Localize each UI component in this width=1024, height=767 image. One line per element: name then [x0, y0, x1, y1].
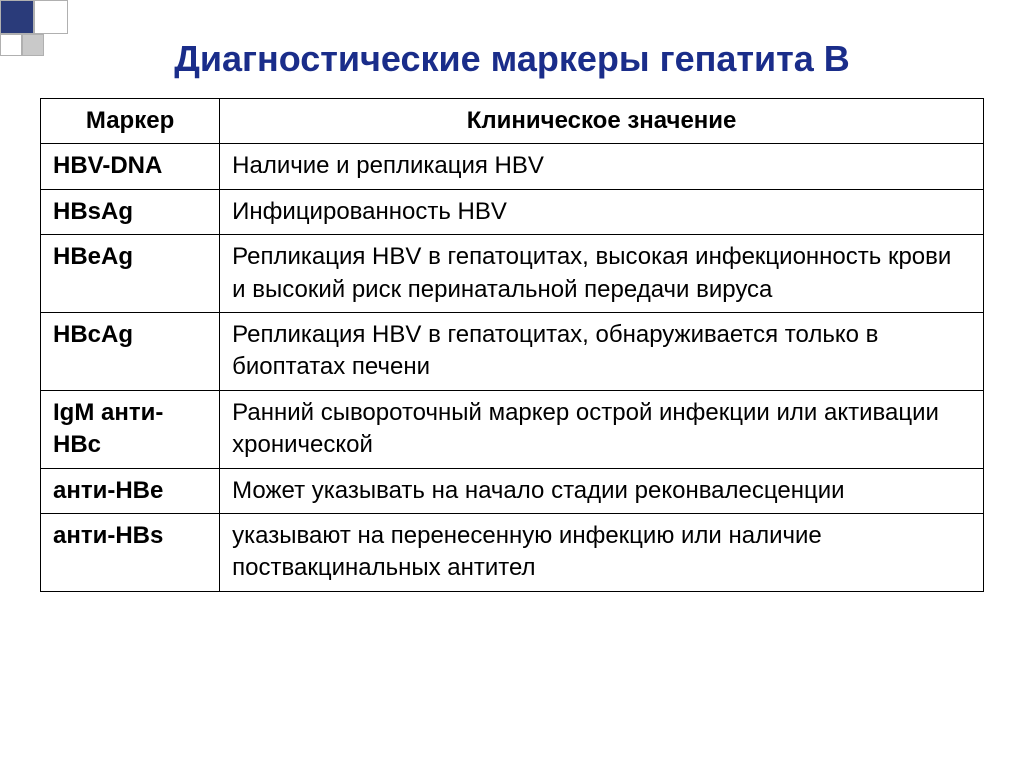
- meaning-cell: Инфицированность HBV: [220, 189, 984, 234]
- meaning-cell: Репликация HBV в гепатоцитах, высокая ин…: [220, 235, 984, 313]
- table-row: HBsAgИнфицированность HBV: [41, 189, 984, 234]
- slide: Диагностические маркеры гепатита В Марке…: [0, 0, 1024, 767]
- table-row: анти-HBeМожет указывать на начало стадии…: [41, 468, 984, 513]
- marker-cell: анти-HBe: [41, 468, 220, 513]
- table-row: HBcAgРепликация HBV в гепатоцитах, обнар…: [41, 312, 984, 390]
- meaning-cell: указывают на перенесенную инфекцию или н…: [220, 513, 984, 591]
- table-row: HBV-DNAНаличие и репликация HBV: [41, 144, 984, 189]
- table-row: HBeAgРепликация HBV в гепатоцитах, высок…: [41, 235, 984, 313]
- col-header-marker: Маркер: [41, 99, 220, 144]
- marker-cell: HBsAg: [41, 189, 220, 234]
- table-header-row: Маркер Клиническое значение: [41, 99, 984, 144]
- markers-table: Маркер Клиническое значение HBV-DNAНалич…: [40, 98, 984, 592]
- marker-cell: HBV-DNA: [41, 144, 220, 189]
- marker-cell: анти-HBs: [41, 513, 220, 591]
- meaning-cell: Может указывать на начало стадии реконва…: [220, 468, 984, 513]
- marker-cell: HBeAg: [41, 235, 220, 313]
- meaning-cell: Наличие и репликация HBV: [220, 144, 984, 189]
- slide-title: Диагностические маркеры гепатита В: [40, 38, 984, 80]
- meaning-cell: Ранний сывороточный маркер острой инфекц…: [220, 390, 984, 468]
- meaning-cell: Репликация HBV в гепатоцитах, обнаружива…: [220, 312, 984, 390]
- table-row: анти-HBsуказывают на перенесенную инфекц…: [41, 513, 984, 591]
- table-row: IgM анти-HBcРанний сывороточный маркер о…: [41, 390, 984, 468]
- col-header-meaning: Клиническое значение: [220, 99, 984, 144]
- marker-cell: HBcAg: [41, 312, 220, 390]
- marker-cell: IgM анти-HBc: [41, 390, 220, 468]
